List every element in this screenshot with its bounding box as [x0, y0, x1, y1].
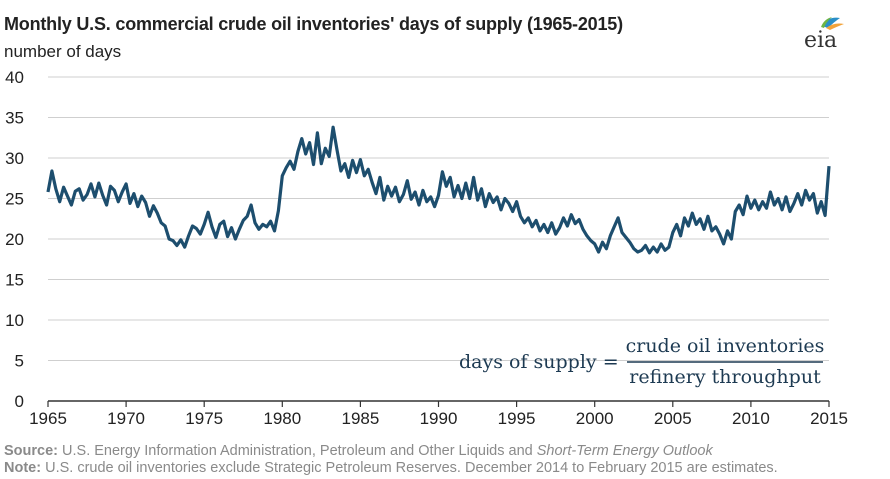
x-tick-label: 1985	[341, 409, 379, 428]
source-text: U.S. Energy Information Administration, …	[58, 443, 537, 459]
y-tick-label: 10	[5, 311, 24, 330]
y-tick-labels: 0 5 10 15 20 25 30 35 40	[5, 68, 24, 411]
x-tick-label: 1970	[107, 409, 145, 428]
formula-lhs: days of supply =	[459, 351, 619, 373]
y-axis-label: number of days	[4, 42, 122, 61]
eia-logo-text: eia	[804, 28, 838, 53]
x-tick-labels: 1965 1970 1975 1980 1985 1990 1995 2000 2005 2010…	[29, 401, 848, 428]
source-label: Source:	[4, 443, 58, 459]
y-tick-label: 35	[5, 109, 24, 128]
eia-leaf-icon	[821, 17, 844, 30]
x-tick-label: 1990	[420, 409, 458, 428]
x-tick-label: 2010	[732, 409, 770, 428]
source-note: Source: U.S. Energy Information Administ…	[4, 443, 713, 459]
note-label: Note:	[4, 460, 42, 476]
formula-numerator: crude oil inventories	[626, 335, 825, 357]
formula-denominator: refinery throughput	[629, 366, 821, 388]
x-tick-label: 2015	[810, 409, 848, 428]
footnote: Note: U.S. crude oil inventories exclude…	[4, 460, 778, 476]
chart-title: Monthly U.S. commercial crude oil invent…	[4, 14, 623, 34]
y-tick-label: 30	[5, 149, 24, 168]
source-italic: Short-Term Energy Outlook	[536, 443, 713, 459]
x-tick-label: 2000	[576, 409, 614, 428]
y-tick-label: 5	[15, 352, 24, 371]
y-tick-label: 40	[5, 68, 24, 87]
x-tick-label: 1965	[29, 409, 67, 428]
x-tick-label: 1995	[498, 409, 536, 428]
x-tick-label: 1980	[263, 409, 301, 428]
line-chart: 0 5 10 15 20 25 30 35 40 1965 1970 1975 1980 1985 199…	[5, 68, 848, 428]
y-tick-label: 20	[5, 230, 24, 249]
series-line	[46, 125, 831, 255]
y-tick-label: 0	[15, 392, 24, 411]
series-group	[46, 125, 831, 255]
eia-logo: eia	[804, 14, 850, 54]
note-text: U.S. crude oil inventories exclude Strat…	[41, 460, 778, 476]
y-tick-label: 15	[5, 271, 24, 290]
formula-annotation: days of supply = crude oil inventories r…	[459, 335, 824, 388]
gridlines	[48, 76, 829, 402]
x-tick-label: 1975	[185, 409, 223, 428]
y-tick-label: 25	[5, 190, 24, 209]
x-tick-label: 2005	[654, 409, 692, 428]
